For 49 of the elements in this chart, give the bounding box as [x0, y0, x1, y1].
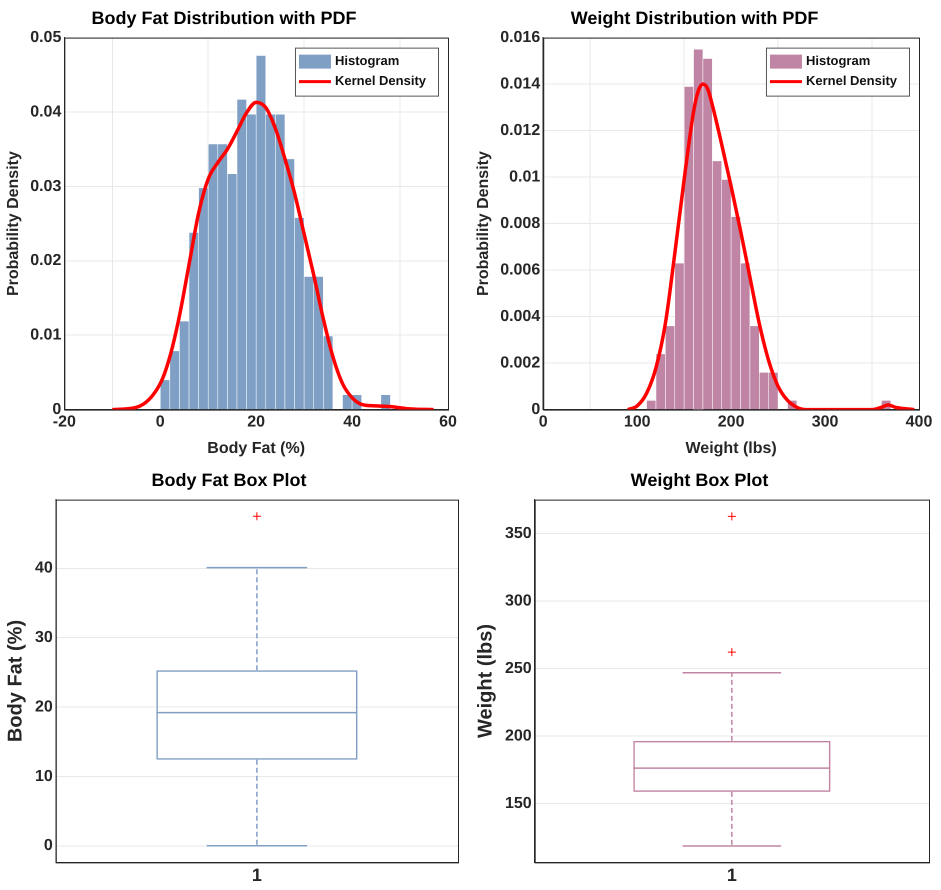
x-tick-label: 20	[247, 414, 266, 431]
y-tick-label: 0	[531, 401, 540, 418]
y-tick-label: 0.016	[500, 29, 540, 46]
x-tick-label: 40	[343, 414, 362, 431]
y-tick-label: 250	[504, 660, 532, 677]
y-tick-label: 0	[44, 837, 53, 854]
chart-title: Weight Distribution with PDF	[570, 8, 818, 28]
y-axis-title: Probability Density	[475, 151, 492, 296]
x-tick-label: 100	[624, 414, 651, 431]
x-tick-label: 0	[156, 414, 165, 431]
x-axis-title: Body Fat (%)	[207, 440, 306, 457]
y-tick-label: 0.05	[30, 29, 62, 46]
line-series	[110, 100, 436, 410]
chart-title: Body Fat Distribution with PDF	[92, 8, 356, 28]
y-tick-label: 0.006	[500, 262, 540, 279]
chart-title: Weight Box Plot	[630, 470, 768, 490]
y-tick-label: 150	[504, 795, 532, 812]
y-tick-label: 350	[504, 524, 532, 542]
y-tick-label: 20	[35, 698, 53, 716]
legend-label: Kernel Density	[806, 73, 898, 88]
y-tick-label: 200	[504, 727, 532, 744]
legend-label: Histogram	[334, 53, 400, 68]
x-tick-label: 300	[812, 414, 839, 431]
y-tick-label: 0.014	[500, 76, 540, 93]
y-tick-label: 0.01	[509, 168, 540, 186]
y-tick-label: 40	[35, 560, 53, 577]
y-tick-label: 0.02	[30, 252, 62, 270]
x-tick-label: 1	[726, 865, 737, 886]
y-axis-title: Body Fat (%)	[4, 620, 27, 742]
y-tick-label: 10	[35, 768, 53, 785]
x-tick-label: 60	[439, 414, 457, 431]
y-tick-label: 300	[504, 592, 532, 610]
y-axis-title: Probability Density	[5, 151, 22, 296]
y-tick-label: 30	[35, 629, 53, 646]
y-tick-label: 0.01	[30, 326, 62, 344]
x-tick-label: 400	[906, 414, 932, 431]
y-tick-label: 0.002	[500, 354, 540, 372]
y-axis-title: Weight (lbs)	[474, 624, 497, 738]
y-tick-label: 0.04	[30, 103, 62, 120]
y-tick-label: 0.012	[500, 122, 540, 140]
legend-label: Kernel Density	[334, 73, 427, 88]
y-tick-label: 0.008	[500, 215, 540, 232]
x-axis-title: Weight (lbs)	[685, 440, 777, 457]
x-tick-label: 1	[252, 865, 262, 886]
x-tick-label: 200	[718, 414, 745, 431]
y-tick-label: 0.03	[30, 178, 62, 195]
legend-label: Histogram	[806, 53, 870, 68]
chart-title: Body Fat Box Plot	[151, 470, 307, 490]
y-tick-label: 0.004	[500, 308, 540, 326]
